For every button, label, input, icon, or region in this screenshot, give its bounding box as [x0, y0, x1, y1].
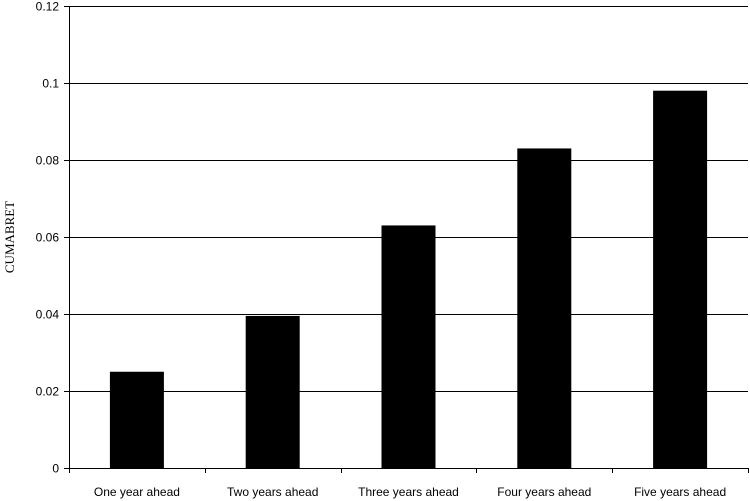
y-tick-label: 0.1: [42, 77, 59, 91]
bar: [653, 90, 708, 468]
y-tick-label: 0.04: [36, 308, 60, 322]
x-tick-label: Two years ahead: [227, 485, 318, 499]
x-tick-label: Three years ahead: [358, 485, 459, 499]
y-tick-label: 0.12: [36, 0, 60, 14]
x-tick-label: Five years ahead: [634, 485, 726, 499]
y-tick-label: 0: [52, 462, 59, 476]
bar: [245, 315, 300, 468]
x-tick-label: Four years ahead: [497, 485, 591, 499]
axes: [64, 6, 749, 473]
y-tick-label: 0.02: [36, 385, 60, 399]
x-tick-labels: One year ahead Two years ahead Three years…: [94, 485, 726, 499]
x-tick-label: One year ahead: [94, 485, 180, 499]
bar: [381, 225, 436, 468]
y-tick-label: 0.06: [36, 231, 60, 245]
bars: [109, 90, 708, 468]
bar: [517, 148, 572, 468]
y-tick-labels: 0 0.02 0.04 0.06 0.08 0.1 0.12: [36, 0, 60, 476]
y-axis-title: CUMABRET: [2, 201, 17, 273]
bar: [109, 371, 164, 468]
y-tick-label: 0.08: [36, 154, 60, 168]
